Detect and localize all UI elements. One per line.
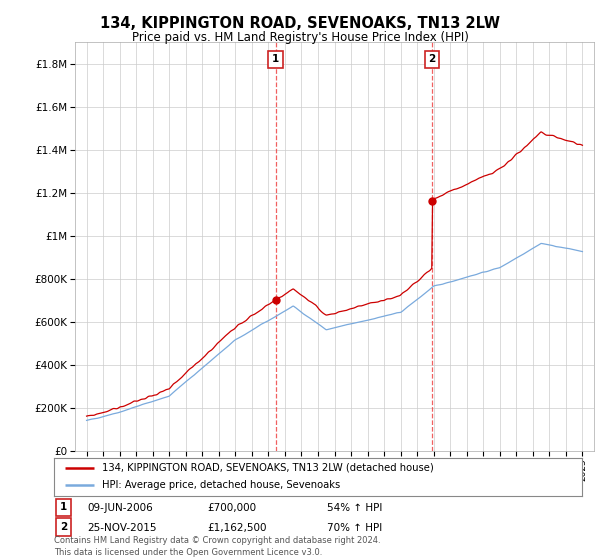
Text: £700,000: £700,000	[207, 503, 256, 513]
Text: 09-JUN-2006: 09-JUN-2006	[87, 503, 153, 513]
Text: 1: 1	[272, 54, 279, 64]
Text: HPI: Average price, detached house, Sevenoaks: HPI: Average price, detached house, Seve…	[101, 480, 340, 491]
Text: 54% ↑ HPI: 54% ↑ HPI	[327, 503, 382, 513]
Text: 70% ↑ HPI: 70% ↑ HPI	[327, 522, 382, 533]
Text: 2: 2	[428, 54, 436, 64]
Text: £1,162,500: £1,162,500	[207, 522, 266, 533]
Text: 134, KIPPINGTON ROAD, SEVENOAKS, TN13 2LW (detached house): 134, KIPPINGTON ROAD, SEVENOAKS, TN13 2L…	[101, 463, 433, 473]
Text: 25-NOV-2015: 25-NOV-2015	[87, 522, 157, 533]
Text: 134, KIPPINGTON ROAD, SEVENOAKS, TN13 2LW: 134, KIPPINGTON ROAD, SEVENOAKS, TN13 2L…	[100, 16, 500, 31]
Text: Contains HM Land Registry data © Crown copyright and database right 2024.
This d: Contains HM Land Registry data © Crown c…	[54, 536, 380, 557]
Text: Price paid vs. HM Land Registry's House Price Index (HPI): Price paid vs. HM Land Registry's House …	[131, 31, 469, 44]
Text: 1: 1	[60, 502, 67, 512]
Text: 2: 2	[60, 522, 67, 532]
